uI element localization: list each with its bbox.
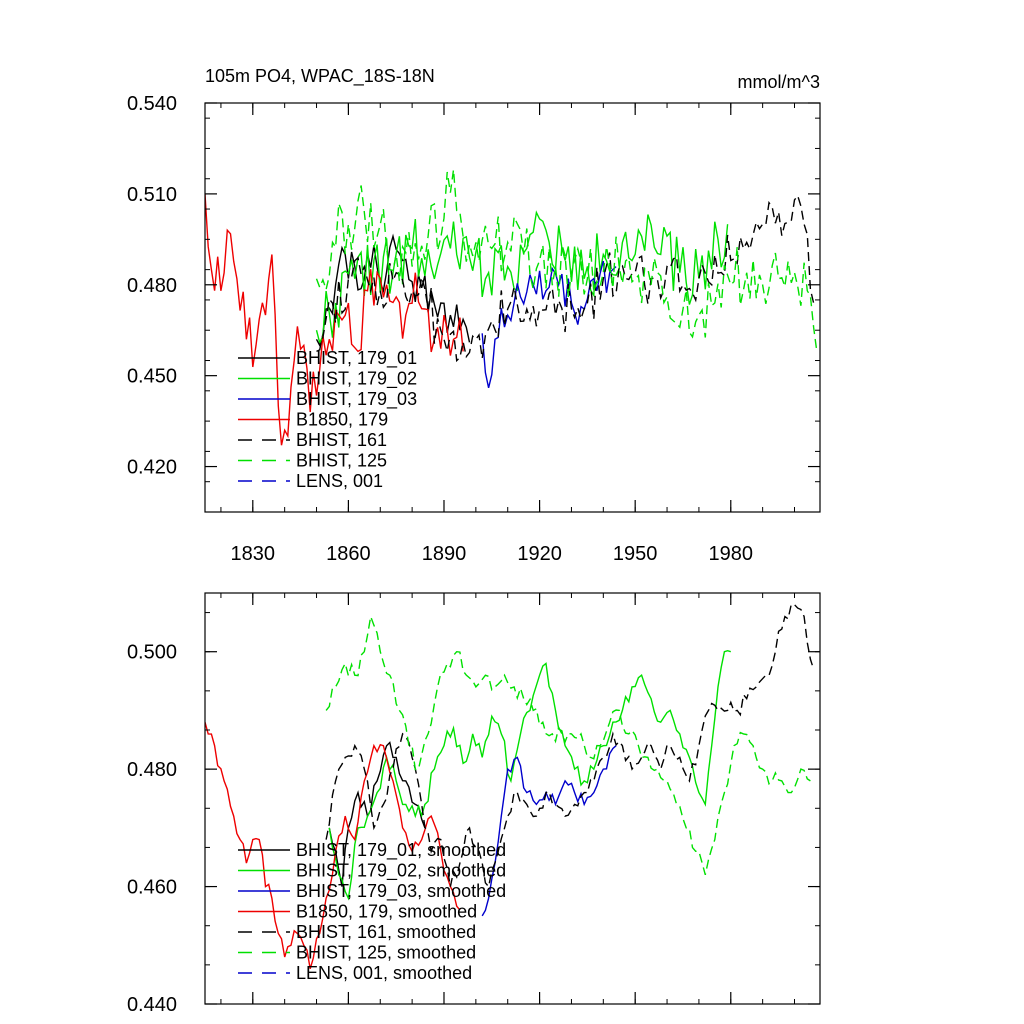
series-line (205, 722, 461, 969)
x-tick-label: 1950 (613, 543, 658, 565)
y-tick-label: 0.510 (127, 184, 177, 206)
legend-label: BHIST, 161 (296, 430, 387, 450)
legend-label: BHIST, 161, smoothed (296, 922, 476, 942)
legend-label: BHIST, 179_02, smoothed (296, 861, 506, 882)
series-group (205, 169, 818, 446)
series-line (325, 613, 811, 875)
x-tick-label: 1830 (231, 543, 276, 565)
raw-panel: 105m PO4, WPAC_18S-18N mmol/m^3 0.420 0.4… (127, 66, 821, 565)
y-tick-label: 0.420 (127, 457, 177, 479)
series-line (481, 745, 617, 917)
y-tick-label: 0.440 (127, 994, 177, 1016)
x-tick-label: 1920 (517, 543, 562, 565)
chart-title: 105m PO4, WPAC_18S-18N (205, 66, 435, 87)
y-tick-label: 0.450 (127, 366, 177, 388)
series-line (316, 233, 471, 353)
y-tick-label: 0.460 (127, 877, 177, 899)
y-tick-label: 0.480 (127, 275, 177, 297)
legend-label: BHIST, 125 (296, 451, 387, 471)
series-line (481, 260, 617, 388)
legend-label: B1850, 179 (296, 410, 388, 430)
legend-label: BHIST, 179_03, smoothed (296, 881, 506, 902)
series-line (328, 649, 732, 901)
plot-frame (204, 592, 821, 1005)
x-tick-label: 1890 (422, 543, 467, 565)
legend-label: LENS, 001, smoothed (296, 963, 472, 983)
smoothed-panel: 0.440 0.460 0.480 0.500 BHIST, 179_01, smoot… (127, 592, 821, 1016)
y-tick-label: 0.480 (127, 759, 177, 781)
x-tick-label: 1860 (326, 543, 371, 565)
legend-label: BHIST, 179_01 (296, 348, 417, 369)
legend-label: BHIST, 179_01, smoothed (296, 840, 506, 861)
series-line (315, 194, 815, 363)
plot-frame (204, 102, 821, 513)
series-line (205, 193, 464, 446)
units-label: mmol/m^3 (738, 72, 820, 92)
series-line (315, 169, 818, 352)
series-line (315, 210, 729, 345)
series-group (205, 603, 815, 969)
y-tick-label: 0.540 (127, 93, 177, 115)
x-tick-label: 1980 (709, 543, 754, 565)
y-tick-label: 0.500 (127, 642, 177, 664)
legend-label: LENS, 001 (296, 471, 383, 491)
series-line (328, 741, 426, 887)
legend-label: B1850, 179, smoothed (296, 902, 477, 922)
legend-label: BHIST, 125, smoothed (296, 943, 476, 963)
legend-label: BHIST, 179_02 (296, 369, 417, 390)
legend-label: BHIST, 179_03 (296, 389, 417, 410)
